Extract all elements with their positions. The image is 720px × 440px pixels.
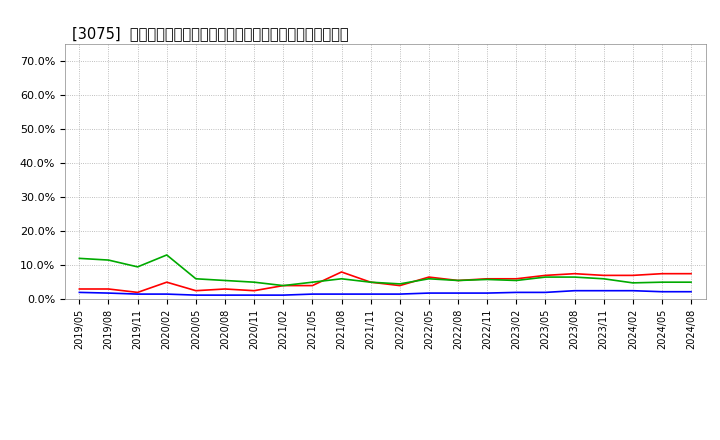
- 在庫: [687, 289, 696, 294]
- 売上債権: [483, 276, 492, 282]
- 在庫: [308, 291, 317, 297]
- 在庫: [570, 288, 579, 293]
- 買入債務: [337, 276, 346, 282]
- 売上債権: [570, 271, 579, 276]
- 在庫: [366, 291, 375, 297]
- 売上債権: [192, 288, 200, 293]
- 買入債務: [163, 252, 171, 257]
- 買入債務: [629, 280, 637, 286]
- 在庫: [395, 291, 404, 297]
- 買入債務: [425, 276, 433, 282]
- Line: 在庫: 在庫: [79, 291, 691, 295]
- 買入債務: [395, 281, 404, 286]
- 売上債権: [75, 286, 84, 292]
- 買入債務: [192, 276, 200, 282]
- 在庫: [512, 290, 521, 295]
- 在庫: [425, 290, 433, 296]
- 売上債権: [454, 278, 462, 283]
- 在庫: [75, 290, 84, 295]
- 買入債務: [512, 278, 521, 283]
- 売上債権: [629, 273, 637, 278]
- 売上債権: [279, 283, 287, 288]
- 在庫: [133, 291, 142, 297]
- 在庫: [250, 293, 258, 298]
- 売上債権: [308, 283, 317, 288]
- 買入債務: [250, 279, 258, 285]
- Line: 売上債権: 売上債権: [79, 272, 691, 293]
- 売上債権: [425, 275, 433, 280]
- 売上債権: [366, 279, 375, 285]
- 在庫: [657, 289, 666, 294]
- 売上債権: [220, 286, 229, 292]
- 買入債務: [308, 279, 317, 285]
- 売上債権: [687, 271, 696, 276]
- 売上債権: [163, 279, 171, 285]
- 買入債務: [75, 256, 84, 261]
- 買入債務: [454, 278, 462, 283]
- 買入債務: [570, 275, 579, 280]
- 在庫: [541, 290, 550, 295]
- 買入債務: [366, 279, 375, 285]
- 買入債務: [599, 276, 608, 282]
- 買入債務: [104, 257, 113, 263]
- 買入債務: [279, 283, 287, 288]
- 買入債務: [657, 279, 666, 285]
- Line: 買入債務: 買入債務: [79, 255, 691, 286]
- 在庫: [163, 291, 171, 297]
- 買入債務: [687, 279, 696, 285]
- 在庫: [220, 293, 229, 298]
- 在庫: [192, 293, 200, 298]
- Legend: 売上債権, 在庫, 買入債務: 売上債権, 在庫, 買入債務: [256, 438, 515, 440]
- 売上債権: [250, 288, 258, 293]
- 売上債権: [133, 290, 142, 295]
- 在庫: [337, 291, 346, 297]
- 売上債権: [512, 276, 521, 282]
- 売上債権: [599, 273, 608, 278]
- 買入債務: [541, 275, 550, 280]
- 在庫: [279, 293, 287, 298]
- 買入債務: [220, 278, 229, 283]
- 売上債権: [395, 283, 404, 288]
- 買入債務: [133, 264, 142, 270]
- Text: [3075]  売上債権、在庫、買入債務の総資産に対する比率の推移: [3075] 売上債権、在庫、買入債務の総資産に対する比率の推移: [72, 26, 348, 41]
- 売上債権: [337, 269, 346, 275]
- 在庫: [629, 288, 637, 293]
- 売上債権: [541, 273, 550, 278]
- 買入債務: [483, 277, 492, 282]
- 売上債権: [657, 271, 666, 276]
- 在庫: [454, 290, 462, 296]
- 売上債権: [104, 286, 113, 292]
- 在庫: [483, 290, 492, 296]
- 在庫: [104, 290, 113, 296]
- 在庫: [599, 288, 608, 293]
